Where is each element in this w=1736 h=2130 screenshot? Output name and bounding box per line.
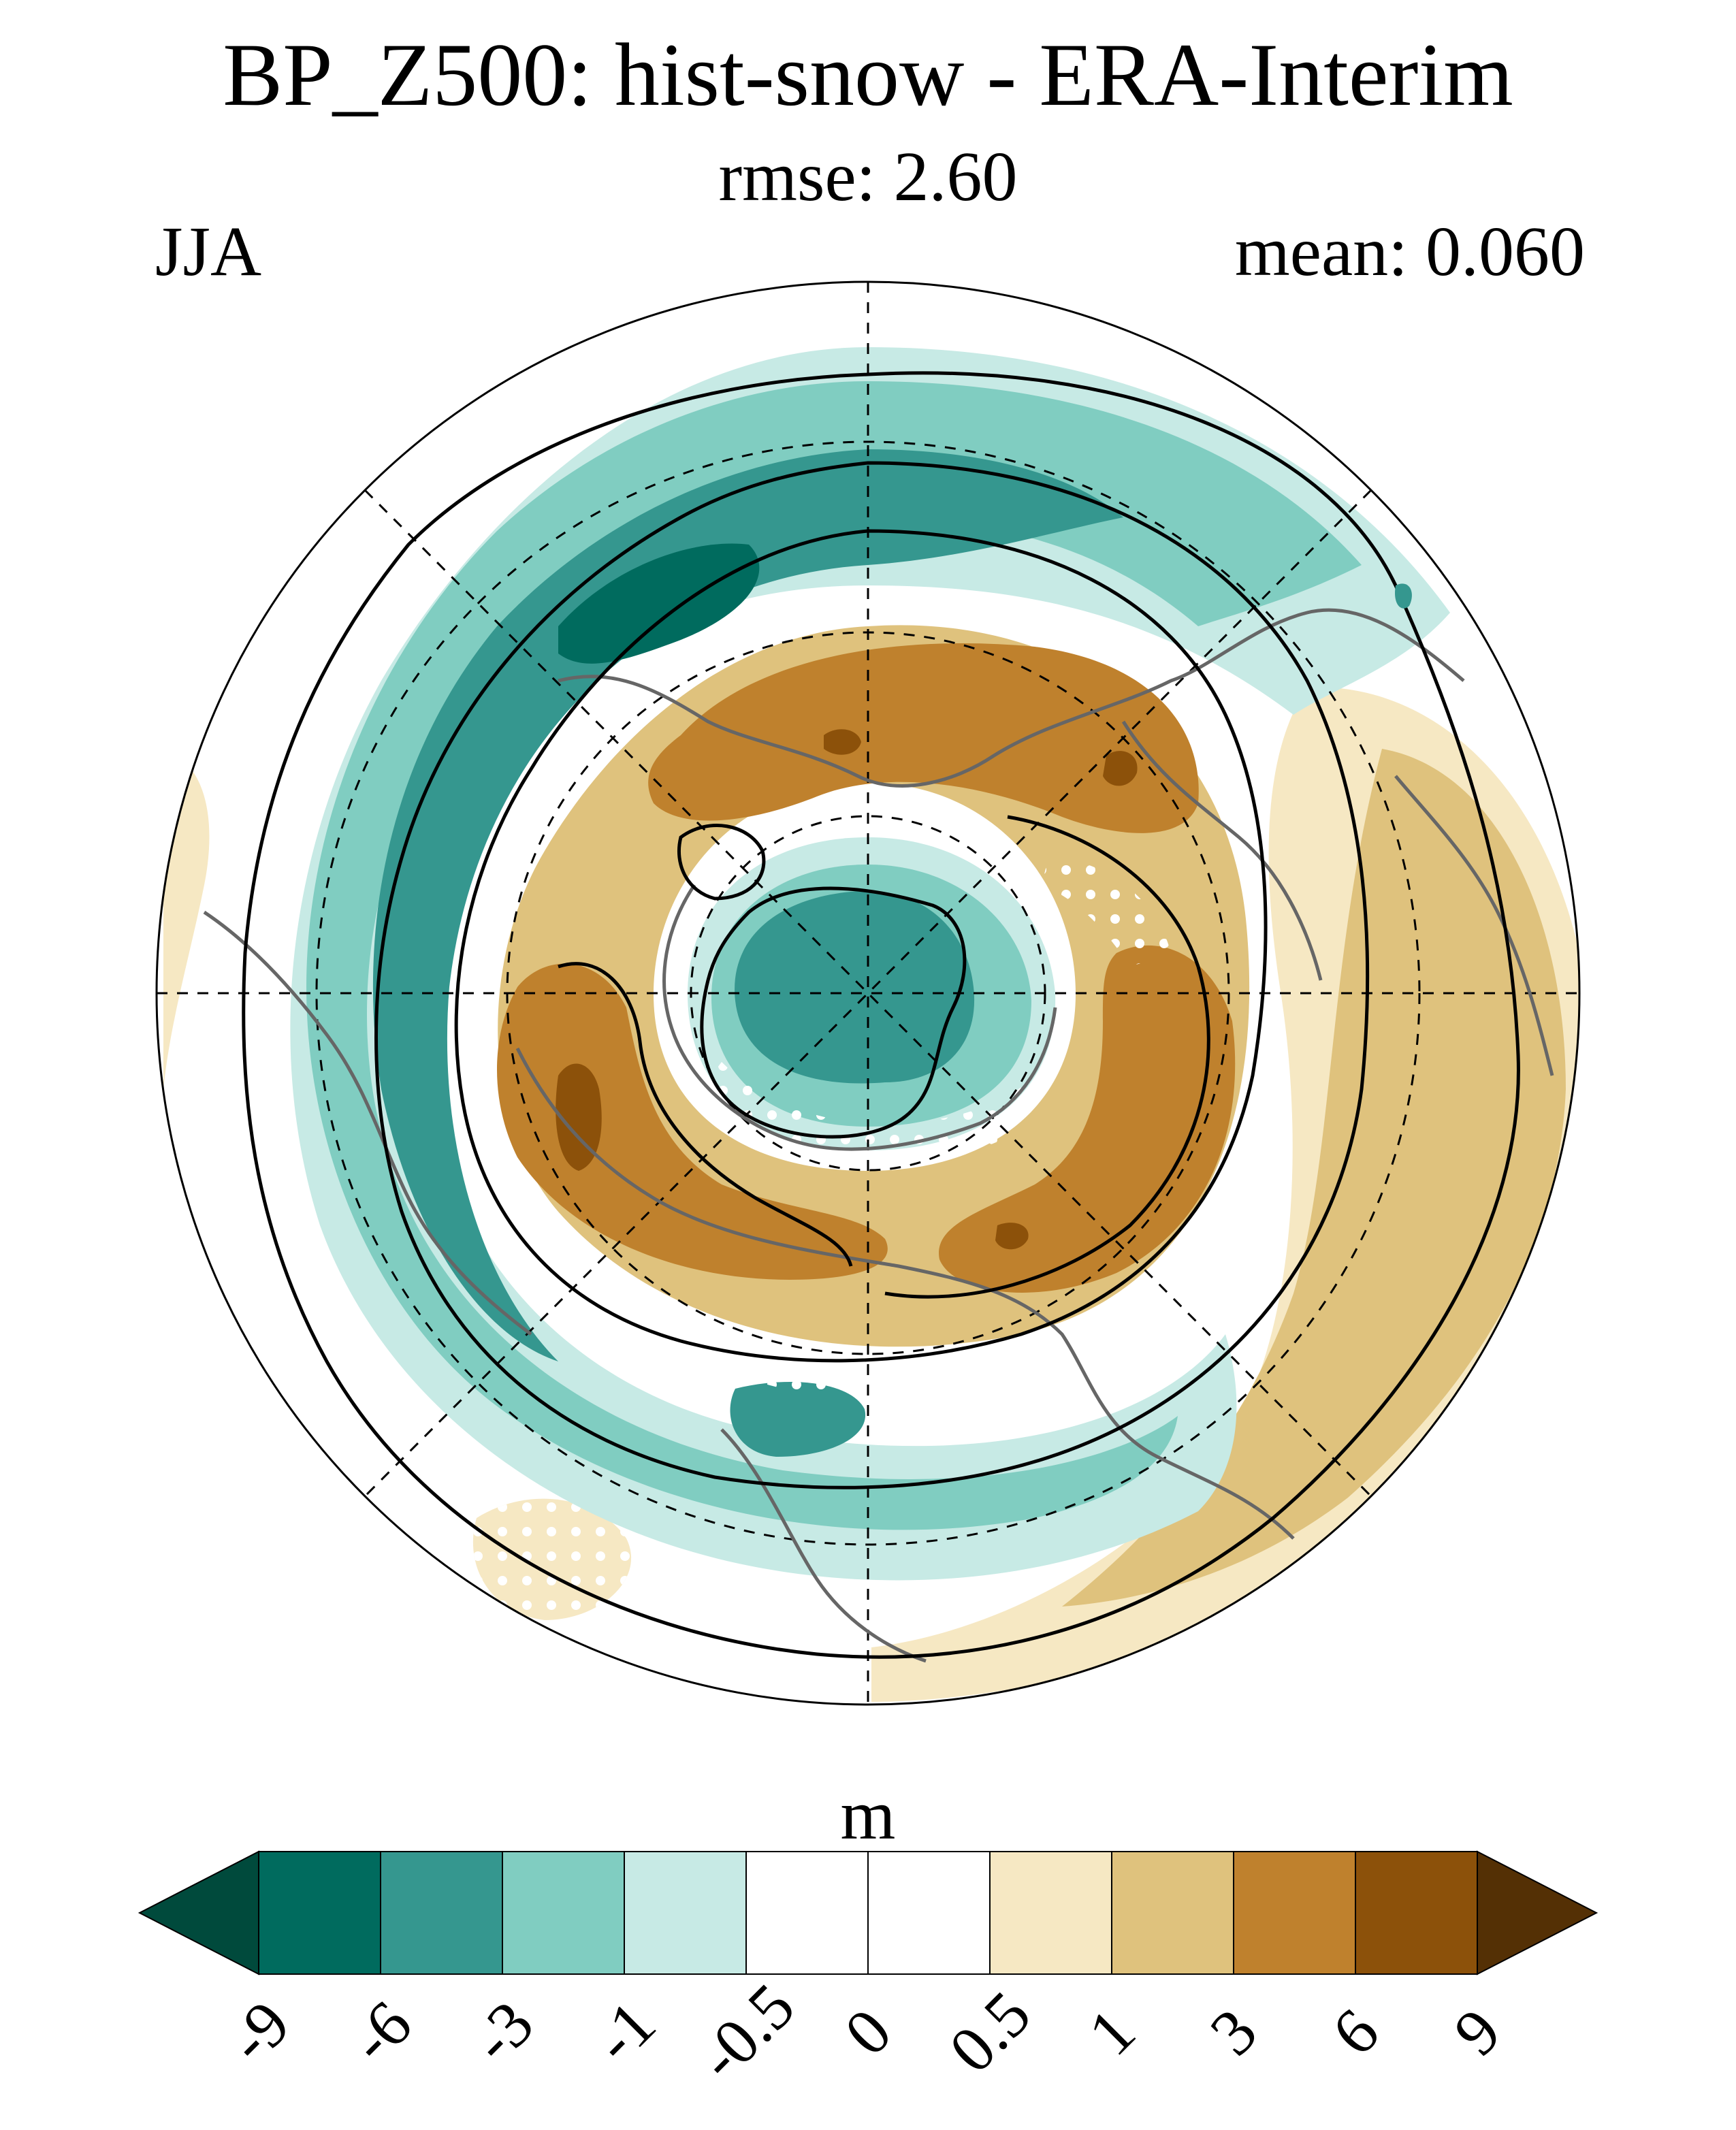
stipple-east bbox=[1042, 858, 1171, 967]
map-border bbox=[155, 280, 1581, 1706]
positive-peak-northeast bbox=[1103, 751, 1138, 786]
colorbar-box bbox=[989, 1851, 1112, 1975]
positive-core-east bbox=[939, 945, 1236, 1293]
rmse-label: rmse: 2.60 bbox=[718, 138, 1018, 216]
colorbar-box bbox=[745, 1851, 869, 1975]
positive-region-southwest-stipple bbox=[472, 1498, 632, 1620]
figure-title: BP_Z500: hist-snow - ERA-Interim bbox=[223, 25, 1513, 125]
colorbar-end-high bbox=[1477, 1850, 1598, 1975]
colorbar-end-low bbox=[138, 1850, 259, 1975]
negative-core-north bbox=[558, 543, 760, 664]
colorbar-units: m bbox=[840, 1776, 896, 1854]
colorbar-box bbox=[502, 1851, 625, 1975]
negative-ring-south bbox=[730, 1382, 866, 1457]
meridians bbox=[157, 282, 1579, 1705]
negative-core-pole-inner bbox=[735, 890, 975, 1084]
colorbar-box bbox=[380, 1851, 503, 1975]
contour-lines bbox=[242, 371, 1520, 1659]
positive-peak-southwest bbox=[556, 1063, 602, 1171]
colorbar-box bbox=[1233, 1851, 1356, 1975]
negative-ring-inner bbox=[372, 449, 1124, 1361]
coastlines bbox=[203, 608, 1554, 1663]
positive-core-southwest bbox=[497, 963, 888, 1280]
positive-core-northeast bbox=[648, 643, 1199, 833]
mean-label: mean: 0.060 bbox=[1234, 212, 1585, 291]
season-label: JJA bbox=[155, 212, 262, 291]
positive-peak-north bbox=[824, 729, 861, 755]
positive-region-east-mid bbox=[1062, 749, 1566, 1607]
colorbar-box bbox=[258, 1851, 381, 1975]
colorbar-box bbox=[867, 1851, 991, 1975]
colorbar-box bbox=[1355, 1851, 1478, 1975]
stipple-pole bbox=[701, 1062, 1035, 1166]
positive-peak-southeast bbox=[995, 1223, 1029, 1250]
negative-ring-mid bbox=[306, 381, 1362, 1530]
colorbar-box bbox=[1111, 1851, 1234, 1975]
negative-blob-northeast bbox=[1395, 583, 1412, 609]
colorbar-box bbox=[624, 1851, 747, 1975]
